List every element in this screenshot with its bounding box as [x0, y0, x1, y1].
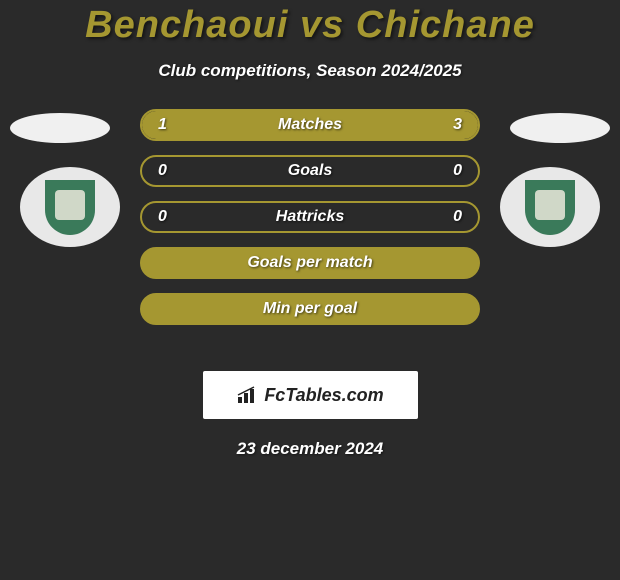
stat-value-right: 0	[453, 162, 462, 180]
stat-row-hattricks: 0 Hattricks 0	[140, 201, 480, 233]
comparison-card: Benchaoui vs Chichane Club competitions,…	[0, 0, 620, 459]
stat-label: Goals	[288, 162, 332, 180]
flag-left	[10, 113, 110, 143]
stat-value-left: 0	[158, 208, 167, 226]
date-text: 23 december 2024	[0, 439, 620, 459]
stat-value-right: 0	[453, 208, 462, 226]
stat-label: Hattricks	[276, 208, 344, 226]
stat-value-left: 1	[158, 116, 167, 134]
chart-icon	[236, 385, 260, 405]
main-area: 1 Matches 3 0 Goals 0 0 Hattricks 0 Goal…	[0, 109, 620, 369]
club-crest-right	[500, 167, 600, 247]
stat-label: Matches	[278, 116, 342, 134]
stat-row-goals-per-match: Goals per match	[140, 247, 480, 279]
stat-value-left: 0	[158, 162, 167, 180]
stat-rows: 1 Matches 3 0 Goals 0 0 Hattricks 0 Goal…	[140, 109, 480, 339]
stat-value-right: 3	[453, 116, 462, 134]
stat-row-min-per-goal: Min per goal	[140, 293, 480, 325]
club-crest-left	[20, 167, 120, 247]
stat-label: Goals per match	[247, 254, 372, 272]
stat-row-matches: 1 Matches 3	[140, 109, 480, 141]
page-title: Benchaoui vs Chichane	[0, 0, 620, 47]
stat-label: Min per goal	[263, 300, 357, 318]
subtitle: Club competitions, Season 2024/2025	[0, 61, 620, 81]
stat-row-goals: 0 Goals 0	[140, 155, 480, 187]
flag-right	[510, 113, 610, 143]
brand-logo[interactable]: FcTables.com	[203, 371, 418, 419]
brand-text: FcTables.com	[264, 385, 383, 406]
